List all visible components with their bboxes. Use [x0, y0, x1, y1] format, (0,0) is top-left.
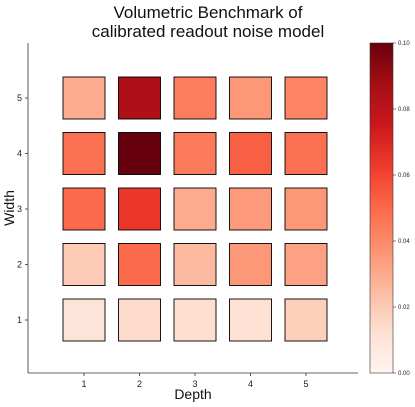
y-axis-label: Width	[1, 190, 17, 226]
heatmap-cell-w1-d4	[229, 298, 272, 342]
heatmap-cell-w1-d2	[118, 298, 161, 342]
colorbar-tick-label: 0.04	[398, 239, 410, 245]
heatmap-cell-w1-d1	[62, 298, 106, 342]
heatmap-cell-w5-d5	[284, 76, 328, 120]
heatmap-cell-w2-d2	[118, 243, 161, 286]
heatmap-cell-w4-d2	[118, 132, 161, 175]
heatmap-cell-w4-d1	[62, 132, 106, 175]
heatmap-cell-w3-d2	[118, 187, 161, 231]
heatmap-cell-w5-d4	[229, 76, 272, 120]
x-tick-label: 3	[192, 379, 197, 389]
heatmap-cell-w3-d3	[173, 187, 217, 231]
chart-title-line-2: calibrated readout noise model	[92, 22, 324, 41]
heatmap-cell-w2-d3	[173, 243, 217, 286]
heatmap-cell-w3-d1	[62, 187, 106, 231]
heatmap-cell-w1-d5	[284, 298, 328, 342]
colorbar-ticks: 0.00 0.02 0.04 0.06 0.08 0.10	[393, 41, 410, 377]
x-tick-label: 1	[81, 379, 86, 389]
heatmap-cell-w4-d5	[284, 132, 328, 175]
y-ticks: 1 2 3 4 5	[17, 93, 28, 325]
x-axis-label: Depth	[174, 386, 211, 402]
y-tick-label: 4	[17, 149, 22, 159]
colorbar-tick-label: 0.10	[398, 41, 410, 47]
heatmap-cell-w5-d1	[62, 76, 106, 120]
heatmap-cell-w2-d4	[229, 243, 272, 286]
colorbar: 0.00 0.02 0.04 0.06 0.08 0.10	[369, 41, 410, 377]
heatmap-cell-w5-d2	[118, 76, 161, 120]
heatmap-cell-w4-d3	[173, 132, 217, 175]
heatmap-cells	[62, 76, 328, 342]
colorbar-tick-label: 0.02	[398, 305, 410, 311]
heatmap-cell-w2-d1	[62, 243, 106, 286]
x-tick-label: 2	[137, 379, 142, 389]
x-tick-label: 4	[248, 379, 253, 389]
heatmap-cell-w1-d3	[173, 298, 217, 342]
heatmap-cell-w4-d4	[229, 132, 272, 175]
colorbar-rect	[369, 42, 394, 374]
y-tick-label: 2	[17, 260, 22, 270]
plot-area: 1 2 3 4 5 1 2 3 4 5	[17, 43, 358, 389]
chart-title-line-1: Volumetric Benchmark of	[114, 3, 303, 22]
colorbar-tick-label: 0.00	[398, 371, 410, 377]
x-tick-label: 5	[303, 379, 308, 389]
colorbar-tick-label: 0.06	[398, 173, 410, 179]
heatmap-cell-w5-d3	[173, 76, 217, 120]
y-tick-label: 3	[17, 204, 22, 214]
heatmap-cell-w2-d5	[284, 243, 328, 286]
y-tick-label: 5	[17, 93, 22, 103]
colorbar-tick-label: 0.08	[398, 107, 410, 113]
heatmap-cell-w3-d5	[284, 187, 328, 231]
heatmap-cell-w3-d4	[229, 187, 272, 231]
x-ticks: 1 2 3 4 5	[81, 373, 309, 389]
y-tick-label: 1	[17, 315, 22, 325]
